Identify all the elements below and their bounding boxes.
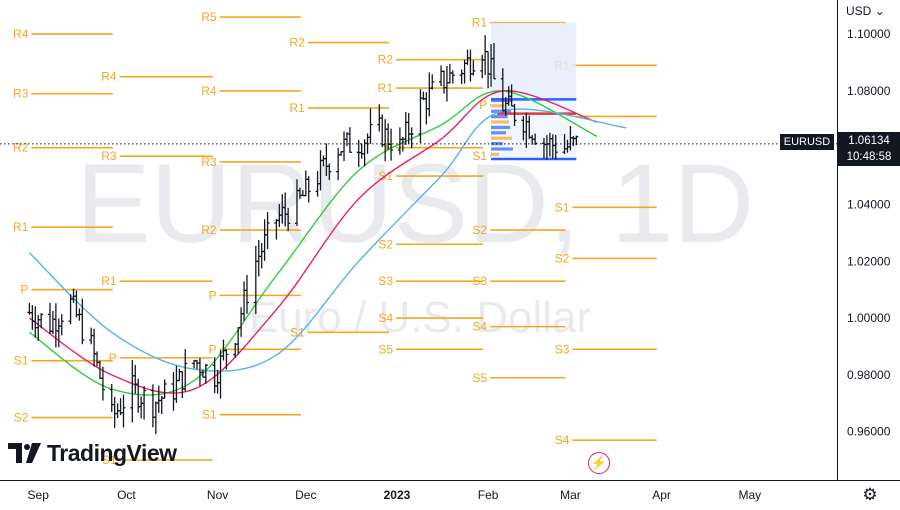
currency-label: USD — [846, 4, 872, 18]
pivot-label: S2 — [472, 223, 487, 237]
volume-profile-bar — [491, 104, 505, 108]
time-tick-label: Oct — [117, 488, 136, 502]
pivot-label: S3 — [472, 274, 487, 288]
time-axis[interactable]: Sep Oct Nov Dec 2023 Feb Mar Apr May — [28, 488, 762, 502]
tradingview-logo-text: TradingView — [47, 439, 177, 466]
volume-profile-bar — [491, 131, 506, 135]
pivot-label: R4 — [13, 27, 29, 41]
pivot-label: R3 — [201, 155, 217, 169]
volume-profile-bar — [491, 125, 511, 130]
price-axis[interactable]: 0.960000.980001.000001.020001.040001.060… — [847, 27, 891, 439]
pivot-label: S4 — [472, 320, 487, 334]
pivot-label: S2 — [555, 251, 570, 265]
time-tick-label: Dec — [295, 488, 316, 502]
watermark: EURUSD, 1D Euro / U.S. Dollar — [76, 141, 754, 342]
pivot-label: R2 — [201, 223, 217, 237]
tradingview-logo-icon — [8, 443, 41, 463]
symbol-tag: EURUSD — [780, 134, 834, 150]
pivot-label: R2 — [13, 141, 29, 155]
pivot-label: R3 — [101, 149, 117, 163]
time-tick-label: 2023 — [384, 488, 411, 502]
pivot-label: R4 — [201, 84, 217, 98]
currency-selector[interactable]: USD ⌄ — [846, 4, 885, 18]
price-tick-label: 0.96000 — [847, 425, 891, 439]
time-tick-label: Apr — [652, 488, 671, 502]
volume-profile-bar — [491, 152, 500, 156]
pivot-label: P — [479, 98, 487, 112]
pivot-label: R3 — [13, 87, 29, 101]
volume-profile-bar — [491, 120, 509, 124]
pivot-label: S5 — [378, 342, 393, 356]
pivot-label: R1 — [289, 101, 305, 115]
chevron-down-icon: ⌄ — [874, 4, 885, 18]
candles — [27, 35, 579, 435]
pivot-label: S1 — [102, 453, 117, 467]
tradingview-logo[interactable]: TradingView — [8, 438, 177, 468]
pivot-label: R4 — [101, 70, 117, 84]
time-tick-label: May — [738, 488, 761, 502]
volume-profile-bar — [491, 147, 513, 151]
pivot-label: S1 — [202, 408, 217, 422]
pivot-label: S4 — [555, 433, 570, 447]
price-tick-label: 1.10000 — [847, 27, 891, 41]
time-tick-label: Feb — [478, 488, 499, 502]
lightning-icon[interactable]: ⚡ — [588, 452, 610, 474]
price-tick-label: 1.00000 — [847, 311, 891, 325]
pivot-label: S3 — [378, 274, 393, 288]
pivot-label: P — [109, 351, 117, 365]
volume-profile-upper-area — [491, 22, 577, 100]
pivot-label: R5 — [201, 10, 217, 24]
pivot-label: S1 — [14, 354, 29, 368]
bar-countdown: 10:48:58 — [846, 151, 892, 163]
volume-profile-bar — [491, 136, 512, 140]
pivot-label: R1 — [101, 274, 117, 288]
volume-profile-bar — [491, 115, 508, 119]
pivot-label: S4 — [378, 311, 393, 325]
price-tick-label: 1.04000 — [847, 197, 891, 211]
pivot-label: P — [209, 288, 217, 302]
pivot-label: R1 — [13, 220, 29, 234]
pivot-label: S2 — [378, 237, 393, 251]
pivot-label: R2 — [378, 53, 394, 67]
pivot-label: P — [209, 342, 217, 356]
pivot-label: P — [20, 283, 28, 297]
pivot-label: S1 — [290, 325, 305, 339]
time-tick-label: Sep — [28, 488, 50, 502]
pivot-label: S1 — [472, 149, 487, 163]
pivot-label: R1 — [378, 81, 394, 95]
pivot-label: S1 — [555, 200, 570, 214]
moving-average-line — [29, 90, 598, 394]
pivot-label: S2 — [14, 411, 29, 425]
pivot-label: R2 — [289, 36, 305, 50]
volume-profile-bar — [491, 98, 513, 103]
pivot-label: S3 — [555, 342, 570, 356]
pivot-label: S5 — [472, 371, 487, 385]
last-price: 1.06134 — [848, 135, 890, 147]
price-tick-label: 1.02000 — [847, 254, 891, 268]
price-tick-label: 0.98000 — [847, 368, 891, 382]
time-tick-label: Mar — [560, 488, 581, 502]
pivot-label: R1 — [472, 16, 488, 30]
moving-average-line — [29, 90, 598, 396]
pivot-label: P — [385, 141, 393, 155]
price-tick-label: 1.08000 — [847, 84, 891, 98]
last-price-tag: 1.06134 10:48:58 — [838, 132, 900, 166]
gear-icon[interactable]: ⚙ — [862, 485, 878, 504]
time-tick-label: Nov — [207, 488, 228, 502]
